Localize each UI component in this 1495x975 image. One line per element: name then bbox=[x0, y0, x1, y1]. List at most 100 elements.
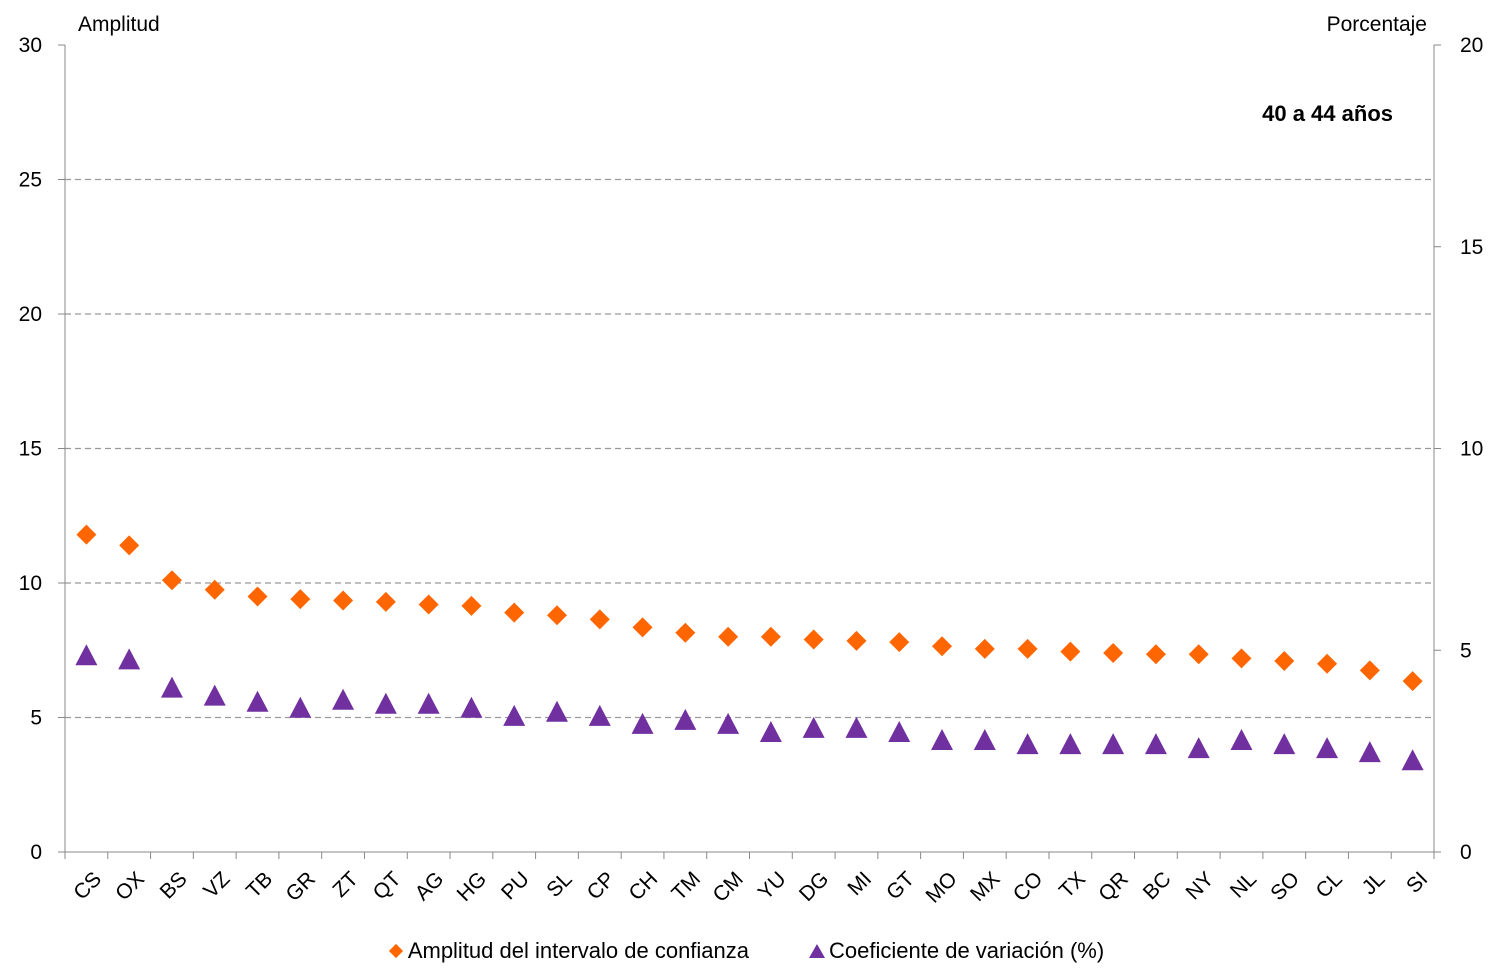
coeficiente-point bbox=[1187, 737, 1210, 759]
coeficiente-point bbox=[160, 676, 183, 698]
amplitud-point bbox=[333, 590, 354, 611]
coeficiente-point bbox=[289, 696, 312, 718]
x-tick-label: BS bbox=[156, 867, 192, 903]
coeficiente-point bbox=[417, 692, 440, 714]
amplitud-point bbox=[718, 626, 739, 647]
amplitud-point bbox=[1402, 671, 1423, 692]
coeficiente-point bbox=[973, 729, 996, 751]
amplitud-point bbox=[418, 594, 439, 615]
x-tick-label: AG bbox=[411, 867, 449, 905]
legend-label-amplitud: Amplitud del intervalo de confianza bbox=[407, 938, 750, 963]
x-tick-label: PU bbox=[497, 867, 534, 904]
amplitud-point bbox=[974, 638, 995, 659]
x-tick-label: CM bbox=[708, 867, 747, 906]
coeficiente-point bbox=[203, 684, 226, 706]
right-tick-label: 15 bbox=[1460, 236, 1483, 259]
legend-item-amplitud: Amplitud del intervalo de confianza bbox=[388, 938, 750, 964]
coeficiente-point bbox=[631, 712, 654, 734]
amplitud-point bbox=[932, 636, 953, 657]
coeficiente-point bbox=[674, 708, 697, 730]
amplitud-point bbox=[803, 629, 824, 650]
legend-diamond-marker bbox=[388, 943, 403, 959]
x-tick-label: CL bbox=[1312, 867, 1347, 902]
x-tick-label: ZT bbox=[328, 867, 363, 902]
x-tick-label: CH bbox=[625, 867, 663, 905]
coeficiente-point bbox=[1059, 733, 1082, 755]
amplitud-point bbox=[375, 591, 396, 612]
coeficiente-point bbox=[1358, 741, 1381, 763]
x-tick-label: VZ bbox=[199, 867, 234, 902]
x-tick-label: CO bbox=[1009, 867, 1048, 906]
amplitud-point bbox=[161, 570, 182, 591]
left-tick-label: 25 bbox=[19, 169, 42, 192]
coeficiente-point bbox=[802, 716, 825, 738]
x-tick-label: OX bbox=[111, 867, 149, 905]
x-axis-ticks: CS OX BS VZ TB GR ZT QT AG HG PU SL CP CH TM CM YU DG MI GT… bbox=[64, 852, 1435, 908]
amplitud-point bbox=[889, 632, 910, 653]
legend-label-coeficiente: Coeficiente de variación (%) bbox=[829, 938, 1105, 963]
coeficiente-point bbox=[374, 692, 397, 714]
x-tick-label: TM bbox=[667, 867, 705, 905]
left-tick-label: 30 bbox=[19, 34, 42, 57]
amplitud-point bbox=[1188, 644, 1209, 665]
coeficiente-point bbox=[118, 648, 141, 670]
amplitud-point bbox=[1017, 638, 1038, 659]
left-tick-label: 15 bbox=[19, 438, 42, 461]
amplitud-point bbox=[546, 605, 567, 626]
y-right-axis-title: Porcentaje bbox=[1327, 13, 1427, 36]
amplitud-point bbox=[589, 609, 610, 630]
coeficiente-point bbox=[1016, 733, 1039, 755]
amplitud-point bbox=[632, 617, 653, 638]
x-tick-label: NY bbox=[1182, 867, 1219, 904]
legend-item-coeficiente: Coeficiente de variación (%) bbox=[809, 938, 1104, 964]
x-tick-label: TB bbox=[242, 867, 277, 902]
x-tick-label: SI bbox=[1402, 867, 1432, 897]
x-tick-label: GR bbox=[281, 867, 320, 906]
coeficiente-point bbox=[332, 688, 355, 710]
coeficiente-point bbox=[1273, 733, 1296, 755]
coeficiente-point bbox=[717, 712, 740, 734]
legend-triangle-marker bbox=[809, 944, 826, 958]
x-tick-label: MX bbox=[966, 867, 1005, 906]
x-tick-label: JL bbox=[1358, 867, 1390, 899]
legend: Amplitud del intervalo de confianza Coef… bbox=[0, 935, 1495, 967]
amplitud-point bbox=[846, 630, 867, 651]
amplitud-point bbox=[1145, 644, 1166, 665]
coeficiente-point bbox=[931, 729, 954, 751]
x-tick-label: QR bbox=[1094, 867, 1133, 906]
gridlines bbox=[65, 178, 1434, 719]
amplitud-point bbox=[290, 589, 311, 610]
right-tick-label: 20 bbox=[1460, 34, 1483, 57]
amplitud-point bbox=[504, 602, 525, 623]
coeficiente-point bbox=[246, 690, 269, 712]
left-tick-label: 10 bbox=[19, 572, 42, 595]
x-tick-label: GT bbox=[882, 867, 919, 904]
coeficiente-point bbox=[1230, 729, 1253, 751]
x-tick-label: QT bbox=[369, 867, 406, 904]
x-tick-label: NL bbox=[1226, 867, 1261, 902]
x-tick-label: TX bbox=[1055, 867, 1090, 902]
x-tick-label: SO bbox=[1266, 867, 1304, 905]
x-tick-label: SL bbox=[542, 867, 576, 901]
right-tick-label: 0 bbox=[1460, 841, 1472, 864]
x-tick-label: YU bbox=[754, 867, 791, 904]
amplitud-point bbox=[1317, 653, 1338, 674]
amplitud-point bbox=[675, 622, 696, 643]
coeficiente-point bbox=[503, 704, 526, 726]
left-axis-ticks: 0 5 10 15 20 25 30 bbox=[19, 34, 65, 864]
amplitud-point bbox=[1231, 648, 1252, 669]
amplitud-point bbox=[204, 579, 225, 600]
right-tick-label: 10 bbox=[1460, 438, 1483, 461]
series-coeficiente bbox=[75, 644, 1424, 771]
right-axis-ticks: 0 5 10 15 20 bbox=[1434, 34, 1483, 864]
amplitud-point bbox=[1060, 641, 1081, 662]
x-tick-label: MO bbox=[922, 867, 962, 907]
coeficiente-point bbox=[759, 720, 782, 742]
coeficiente-point bbox=[845, 716, 868, 738]
amplitud-point bbox=[461, 595, 482, 616]
coeficiente-point bbox=[1144, 733, 1167, 755]
x-tick-label: HG bbox=[453, 867, 492, 906]
x-tick-label: DG bbox=[795, 867, 834, 906]
amplitud-point bbox=[119, 535, 140, 556]
